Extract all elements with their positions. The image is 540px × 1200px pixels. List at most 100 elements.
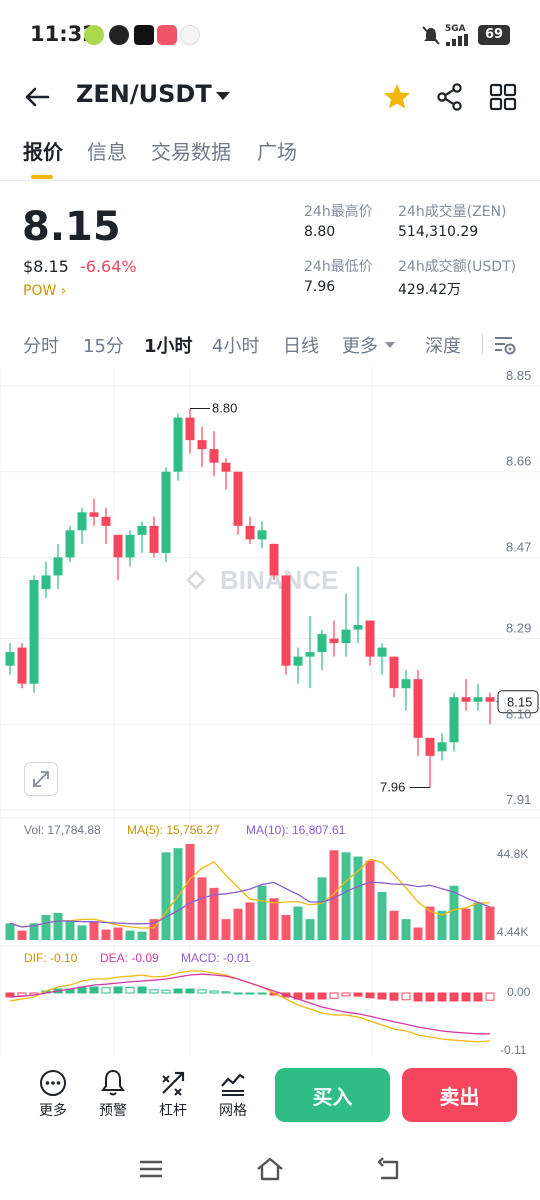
interval-depth[interactable]: 深度 xyxy=(425,336,461,357)
macd-histogram-bar xyxy=(485,992,495,1001)
volume-bar xyxy=(389,910,399,940)
candlestick-chart[interactable]: BINANCE 8.80 7.96 8.15 8.85 8.66 8.47 8.29 8.1… xyxy=(0,366,540,1056)
volume-bar xyxy=(341,852,351,940)
macd-histogram-bar xyxy=(401,992,411,1001)
pow-tag[interactable]: POW › xyxy=(23,283,66,299)
volume-bar xyxy=(473,902,483,940)
volume-bar xyxy=(281,914,291,940)
interval-15m[interactable]: 15分 xyxy=(83,336,124,357)
tool-leverage[interactable]: 杠杆 xyxy=(149,1068,197,1120)
macd-histogram-bar xyxy=(413,992,423,1002)
back-nav-icon[interactable] xyxy=(375,1154,405,1184)
leverage-icon xyxy=(162,1071,185,1096)
tool-grid[interactable]: 网格 xyxy=(209,1068,257,1120)
volume-ma10-line xyxy=(9,881,491,928)
chevron-right-icon: › xyxy=(60,283,67,299)
candle-body xyxy=(413,679,423,738)
candle-body xyxy=(41,575,51,589)
candle-body xyxy=(89,512,99,517)
volume-bar xyxy=(221,919,231,940)
macd-histogram-bar xyxy=(449,992,459,1002)
candle-body xyxy=(53,557,63,576)
candle-body xyxy=(221,462,231,472)
volume-bar xyxy=(317,877,327,940)
back-arrow-icon[interactable] xyxy=(22,82,52,112)
qq-icon xyxy=(109,25,129,45)
volume-axis-tick: 44.8K xyxy=(497,847,528,861)
chart-settings-icon[interactable] xyxy=(492,332,518,358)
expand-icon xyxy=(33,771,49,787)
interval-4h[interactable]: 4小时 xyxy=(212,336,260,357)
buy-button[interactable]: 买入 xyxy=(275,1068,390,1122)
candle-body xyxy=(197,440,207,450)
last-price-box xyxy=(497,690,539,714)
tool-more[interactable]: 更多 xyxy=(29,1068,77,1120)
price-axis-tick: 7.91 xyxy=(506,792,531,807)
macd-histogram-bar xyxy=(389,992,399,1001)
notification-app-icon-1 xyxy=(84,25,104,45)
share-icon[interactable] xyxy=(435,82,465,112)
volume-bar xyxy=(185,844,195,940)
sell-button[interactable]: 卖出 xyxy=(402,1068,517,1122)
page-tabs: 报价 信息 交易数据 广场 xyxy=(0,136,540,180)
map-app-icon xyxy=(180,25,200,45)
macd-histogram-bar xyxy=(137,986,147,994)
candle-body xyxy=(233,471,243,526)
network-type: 5GA xyxy=(445,24,466,34)
volume-bar xyxy=(461,908,471,940)
macd-histogram-bar xyxy=(185,988,195,994)
favorite-star-icon[interactable] xyxy=(382,82,412,112)
macd-histogram-bar xyxy=(161,989,171,994)
pair-dropdown-caret-icon[interactable] xyxy=(216,92,230,100)
candle-body xyxy=(281,575,291,666)
macd-histogram-bar xyxy=(245,992,255,995)
volume-bar xyxy=(305,919,315,940)
x-icon xyxy=(134,25,154,45)
candle-body xyxy=(29,579,39,684)
last-price-label: 8.15 xyxy=(507,695,532,710)
tab-quote[interactable]: 报价 xyxy=(23,140,63,164)
tabs-divider xyxy=(0,180,540,181)
menu-icon[interactable] xyxy=(136,1154,166,1184)
layout-grid-icon[interactable] xyxy=(488,82,518,112)
last-price: 8.15 xyxy=(22,204,121,250)
tab-info[interactable]: 信息 xyxy=(87,140,127,164)
watermark: BINANCE xyxy=(186,565,338,595)
volume-ma10-label: MA(10): 16,807.61 xyxy=(246,823,346,837)
volume-bar xyxy=(101,929,111,940)
interval-timeline[interactable]: 分时 xyxy=(23,336,59,357)
tab-trading-data[interactable]: 交易数据 xyxy=(151,140,231,164)
macd-histogram-bar xyxy=(317,992,327,1000)
candle-body xyxy=(185,417,195,441)
macd-histogram-bar xyxy=(365,992,375,999)
battery-indicator: 69 xyxy=(478,25,510,45)
candle-body xyxy=(425,737,435,756)
interval-separator xyxy=(482,334,483,354)
price-change-percent: -6.64% xyxy=(80,257,137,276)
expand-chart-button[interactable] xyxy=(24,762,58,796)
interval-daily[interactable]: 日线 xyxy=(283,336,319,357)
tool-alert[interactable]: 预警 xyxy=(89,1068,137,1120)
interval-selector: 分时 15分 1小时 4小时 日线 更多 深度 xyxy=(0,330,540,360)
pair-title[interactable]: ZEN/USDT xyxy=(76,80,212,108)
volume-ma5-line xyxy=(9,858,490,929)
volume-bar xyxy=(149,919,159,940)
max-price-label: 8.80 xyxy=(212,401,237,416)
tool-alert-label: 预警 xyxy=(99,1103,127,1119)
candle-body xyxy=(149,525,159,553)
volume-axis-tick: 4.44K xyxy=(497,925,528,939)
macd-histogram-bar xyxy=(173,988,183,994)
tab-square[interactable]: 广场 xyxy=(257,140,297,164)
interval-more[interactable]: 更多 xyxy=(342,336,378,357)
volume-bar xyxy=(365,860,375,940)
volume-base-label: 24h成交量(ZEN) xyxy=(398,204,507,220)
nav-bar: ZEN/USDT xyxy=(0,72,540,122)
price-usd: $8.15 xyxy=(23,257,69,276)
candle-body xyxy=(173,417,183,472)
volume-bar xyxy=(209,887,219,940)
candle-body xyxy=(137,525,147,535)
home-icon[interactable] xyxy=(255,1154,285,1184)
interval-1h[interactable]: 1小时 xyxy=(144,336,193,357)
candle-body xyxy=(377,647,387,657)
candle-body xyxy=(257,530,267,540)
